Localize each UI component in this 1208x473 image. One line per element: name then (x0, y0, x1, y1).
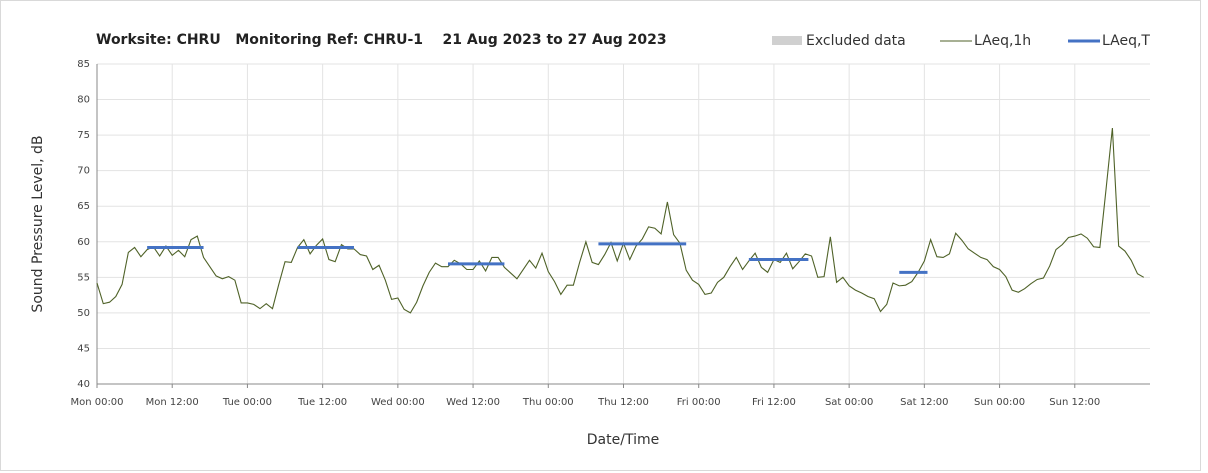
x-tick-label: Wed 12:00 (446, 397, 500, 408)
x-tick-label: Mon 00:00 (70, 397, 123, 408)
y-tick-label: 45 (77, 343, 90, 354)
y-tick-label: 70 (77, 166, 90, 177)
y-tick-label: 80 (77, 95, 90, 106)
x-tick-label: Sat 00:00 (825, 397, 873, 408)
legend-label: LAeq,T (1102, 33, 1150, 49)
x-tick-label: Sun 12:00 (1049, 397, 1100, 408)
y-tick-label: 85 (77, 59, 90, 70)
y-tick-label: 55 (77, 272, 90, 283)
x-axis-label: Date/Time (587, 432, 659, 448)
y-tick-label: 60 (77, 237, 90, 248)
y-tick-label: 65 (77, 201, 90, 212)
x-tick-label: Fri 12:00 (752, 397, 796, 408)
y-tick-label: 50 (77, 308, 90, 319)
y-axis-label: Sound Pressure Level, dB (30, 135, 46, 312)
y-tick-label: 40 (77, 379, 90, 390)
x-tick-label: Wed 00:00 (371, 397, 425, 408)
data-line (96, 127, 1145, 314)
legend-label: Excluded data (806, 33, 906, 49)
legend-label: LAeq,1h (974, 33, 1031, 49)
x-tick-label: Mon 12:00 (146, 397, 199, 408)
legend-swatch (772, 36, 802, 45)
x-tick-label: Fri 00:00 (677, 397, 721, 408)
x-tick-label: Tue 12:00 (297, 397, 347, 408)
x-tick-label: Sun 00:00 (974, 397, 1025, 408)
y-tick-label: 75 (77, 130, 90, 141)
chart-title: Worksite: CHRU Monitoring Ref: CHRU-1 21… (96, 32, 667, 48)
x-tick-label: Thu 00:00 (522, 397, 574, 408)
x-tick-label: Thu 12:00 (597, 397, 649, 408)
x-tick-label: Sat 12:00 (900, 397, 948, 408)
x-tick-label: Tue 00:00 (222, 397, 272, 408)
legend: Excluded data LAeq,1h LAeq,T (772, 33, 1150, 49)
